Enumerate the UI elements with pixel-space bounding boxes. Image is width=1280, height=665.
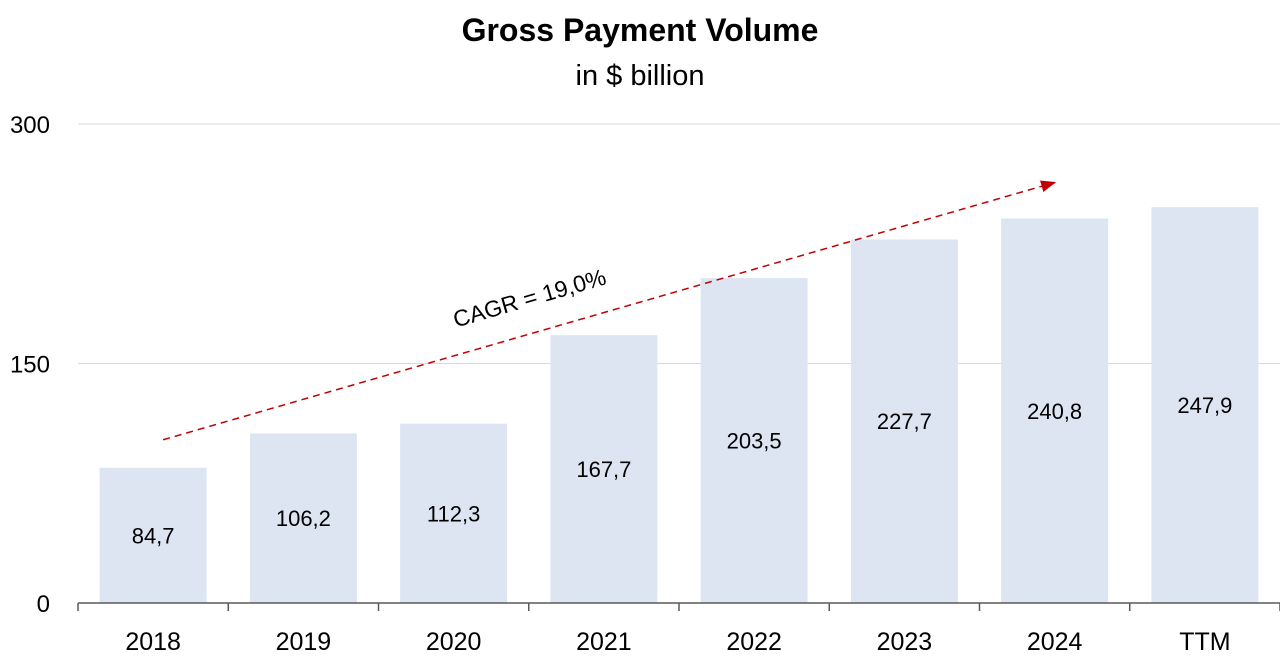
bar-2020 — [400, 423, 508, 603]
x-tick-label: 2021 — [576, 628, 632, 656]
y-tick-label: 150 — [10, 352, 50, 379]
y-tick-label: 300 — [10, 112, 50, 139]
data-label: 247,9 — [1177, 393, 1232, 418]
data-label: 112,3 — [427, 501, 480, 526]
bar-2024 — [1001, 218, 1109, 604]
bar-2023 — [850, 239, 958, 603]
data-label: 106,2 — [276, 506, 331, 531]
x-tick-label: 2024 — [1027, 628, 1083, 656]
cagr-label: CAGR = 19,0% — [450, 264, 609, 333]
x-tick-label: 2018 — [125, 628, 181, 656]
data-label: 167,7 — [576, 457, 631, 482]
chart-title: Gross Payment Volume — [461, 12, 819, 48]
bar-2018 — [99, 467, 207, 603]
cagr-arrow — [162, 180, 1057, 441]
data-label: 227,7 — [877, 409, 932, 434]
x-tick-label: TTM — [1179, 628, 1230, 656]
data-label: 84,7 — [132, 523, 175, 548]
bar-2019 — [249, 433, 357, 603]
chart-subtitle: in $ billion — [575, 60, 705, 92]
bar-TTM — [1151, 207, 1259, 603]
x-tick-label: 2022 — [726, 628, 782, 656]
x-tick-label: 2020 — [426, 628, 482, 656]
data-label: 240,8 — [1027, 399, 1082, 424]
y-tick-label: 0 — [37, 591, 50, 618]
data-label: 203,5 — [727, 429, 782, 454]
bar-2022 — [700, 278, 808, 603]
x-tick-label: 2019 — [276, 628, 332, 656]
bar-2021 — [550, 335, 658, 603]
x-tick-label: 2023 — [877, 628, 933, 656]
